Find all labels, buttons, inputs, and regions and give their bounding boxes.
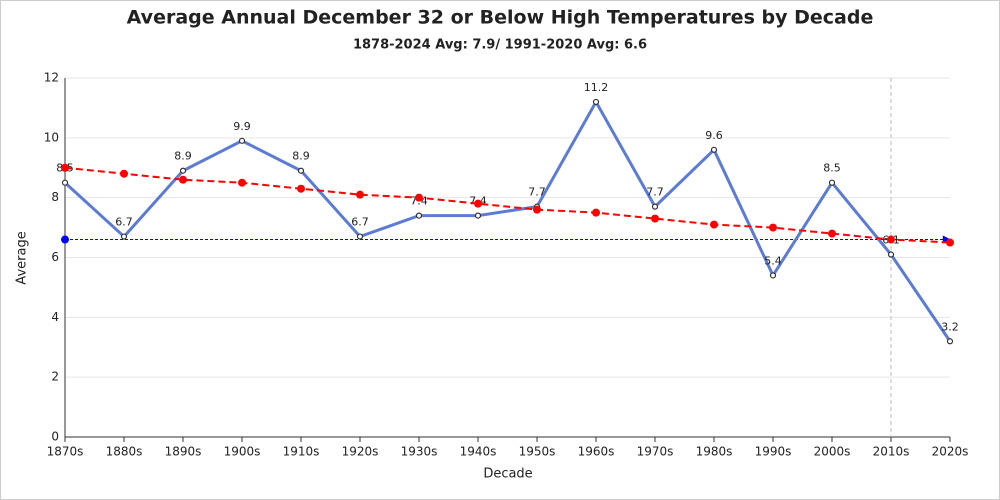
point <box>710 146 718 153</box>
x-tick-label: 1970s <box>637 445 674 459</box>
point <box>769 272 777 279</box>
trend-point <box>828 229 836 238</box>
x-tick-label: 2010s <box>873 445 910 459</box>
data-label: 11.2 <box>584 81 609 94</box>
data-label: 5.4 <box>764 254 782 267</box>
trend-point <box>297 184 305 193</box>
point <box>828 179 836 186</box>
point <box>592 98 600 106</box>
trend-point <box>710 220 718 229</box>
trend-point <box>179 175 187 184</box>
point <box>179 167 187 174</box>
chart-subtitle: 1878-2024 Avg: 7.9/ 1991-2020 Avg: 6.6 <box>353 38 647 53</box>
trend-point <box>474 199 482 208</box>
x-tick-label: 1930s <box>401 445 438 459</box>
y-tick-label: 2 <box>51 370 59 384</box>
data-label: 3.2 <box>941 320 959 333</box>
y-tick-label: 12 <box>44 71 59 85</box>
trend-point <box>415 193 423 202</box>
trend-point <box>238 178 246 187</box>
point <box>297 167 305 174</box>
point <box>61 179 69 186</box>
data-label: 6.7 <box>115 216 133 229</box>
point <box>356 233 364 240</box>
reference-dot <box>61 235 69 244</box>
trend-point <box>533 205 541 214</box>
point <box>887 251 895 258</box>
x-tick-label: 1900s <box>224 445 261 459</box>
y-tick-label: 4 <box>51 310 59 324</box>
x-tick-label: 1980s <box>696 445 733 459</box>
point <box>415 212 423 219</box>
y-tick-label: 10 <box>44 130 59 144</box>
trend-point <box>887 235 895 244</box>
data-label: 8.9 <box>292 150 310 163</box>
trend-point <box>120 169 128 178</box>
trend-point <box>356 190 364 199</box>
x-tick-label: 1870s <box>47 445 84 459</box>
x-tick-label: 1940s <box>460 445 497 459</box>
point <box>946 338 954 345</box>
x-tick-label: 2020s <box>932 445 969 459</box>
trend-point <box>769 223 777 232</box>
data-label: 7.7 <box>528 186 546 199</box>
data-label: 6.7 <box>351 216 369 229</box>
point <box>120 233 128 240</box>
x-tick-label: 1920s <box>342 445 379 459</box>
trend-point <box>651 214 659 223</box>
trend-line <box>64 166 951 244</box>
trend-point <box>946 238 954 247</box>
data-line <box>63 98 952 343</box>
x-tick-label: 1880s <box>106 445 143 459</box>
point <box>474 212 482 219</box>
data-label: 9.6 <box>705 129 723 142</box>
y-tick-label: 0 <box>51 430 59 444</box>
trend-point <box>61 163 69 172</box>
data-label: 9.9 <box>233 120 251 133</box>
chart-title: Average Annual December 32 or Below High… <box>127 7 874 29</box>
x-tick-label: 1890s <box>165 445 202 459</box>
x-tick-label: 1990s <box>755 445 792 459</box>
y-tick-label: 8 <box>51 190 59 204</box>
trend-point <box>592 208 600 217</box>
y-tick-label: 6 <box>51 250 59 264</box>
point <box>238 137 246 144</box>
point <box>651 203 659 210</box>
x-tick-label: 2000s <box>814 445 851 459</box>
data-label: 7.7 <box>646 186 664 199</box>
data-label: 8.5 <box>823 162 841 175</box>
x-tick-label: 1910s <box>283 445 320 459</box>
y-axis-label: Average <box>15 231 30 284</box>
data-label: 8.9 <box>174 150 192 163</box>
x-tick-label: 1950s <box>519 445 556 459</box>
x-tick-label: 1960s <box>578 445 615 459</box>
x-axis-label: Decade <box>483 467 532 482</box>
